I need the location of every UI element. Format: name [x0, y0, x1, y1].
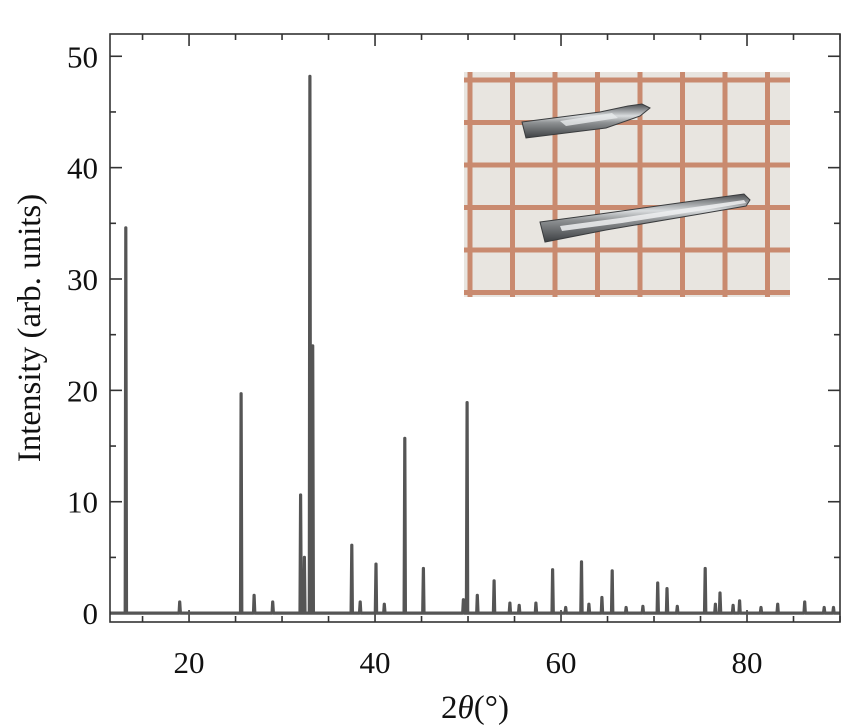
grid-line-v: [552, 72, 558, 297]
x-axis-title-symbol: θ: [458, 690, 474, 726]
y-tick-label: 50: [67, 39, 98, 74]
x-tick-label: 40: [360, 645, 391, 680]
grid-line-v: [510, 72, 515, 297]
grid-line-h: [464, 77, 790, 83]
grid-line-v: [595, 72, 600, 297]
x-tick-label: 60: [546, 645, 577, 680]
tick-labels: 20 40 60 80 0 10 20 30 40 50: [67, 39, 763, 680]
y-tick-label: 10: [67, 485, 98, 520]
plot-frame: [109, 33, 841, 623]
y-axis-title: Intensity (arb. units): [12, 194, 48, 463]
x-axis-title: 2θ(°): [441, 690, 509, 726]
grid-line-v: [722, 72, 728, 297]
x-tick-label: 20: [174, 645, 205, 680]
crystal-upper: [521, 103, 651, 139]
grid-line-h: [464, 290, 790, 295]
x-axis-title-prefix: 2: [441, 690, 458, 726]
crystal-lower: [539, 193, 751, 243]
axis-ticks: [110, 34, 841, 622]
y-tick-label: 0: [83, 596, 99, 631]
y-tick-label: 40: [67, 151, 98, 186]
grid-line-h: [464, 205, 790, 210]
inset-photo: [464, 72, 790, 297]
x-axis-title-unit: (°): [474, 690, 509, 726]
y-tick-label: 20: [67, 373, 98, 408]
diffraction-pattern-line: [110, 74, 840, 615]
grid-line-v: [765, 72, 770, 297]
y-tick-label: 30: [67, 262, 98, 297]
x-tick-label: 80: [732, 645, 763, 680]
grid-paper: [464, 72, 790, 297]
grid-line-v: [467, 72, 473, 297]
grid-line-v: [637, 72, 643, 297]
grid-line-h: [464, 247, 790, 253]
grid-line-h: [464, 162, 790, 168]
grid-line-h: [464, 120, 790, 125]
grid-line-v: [680, 72, 685, 297]
